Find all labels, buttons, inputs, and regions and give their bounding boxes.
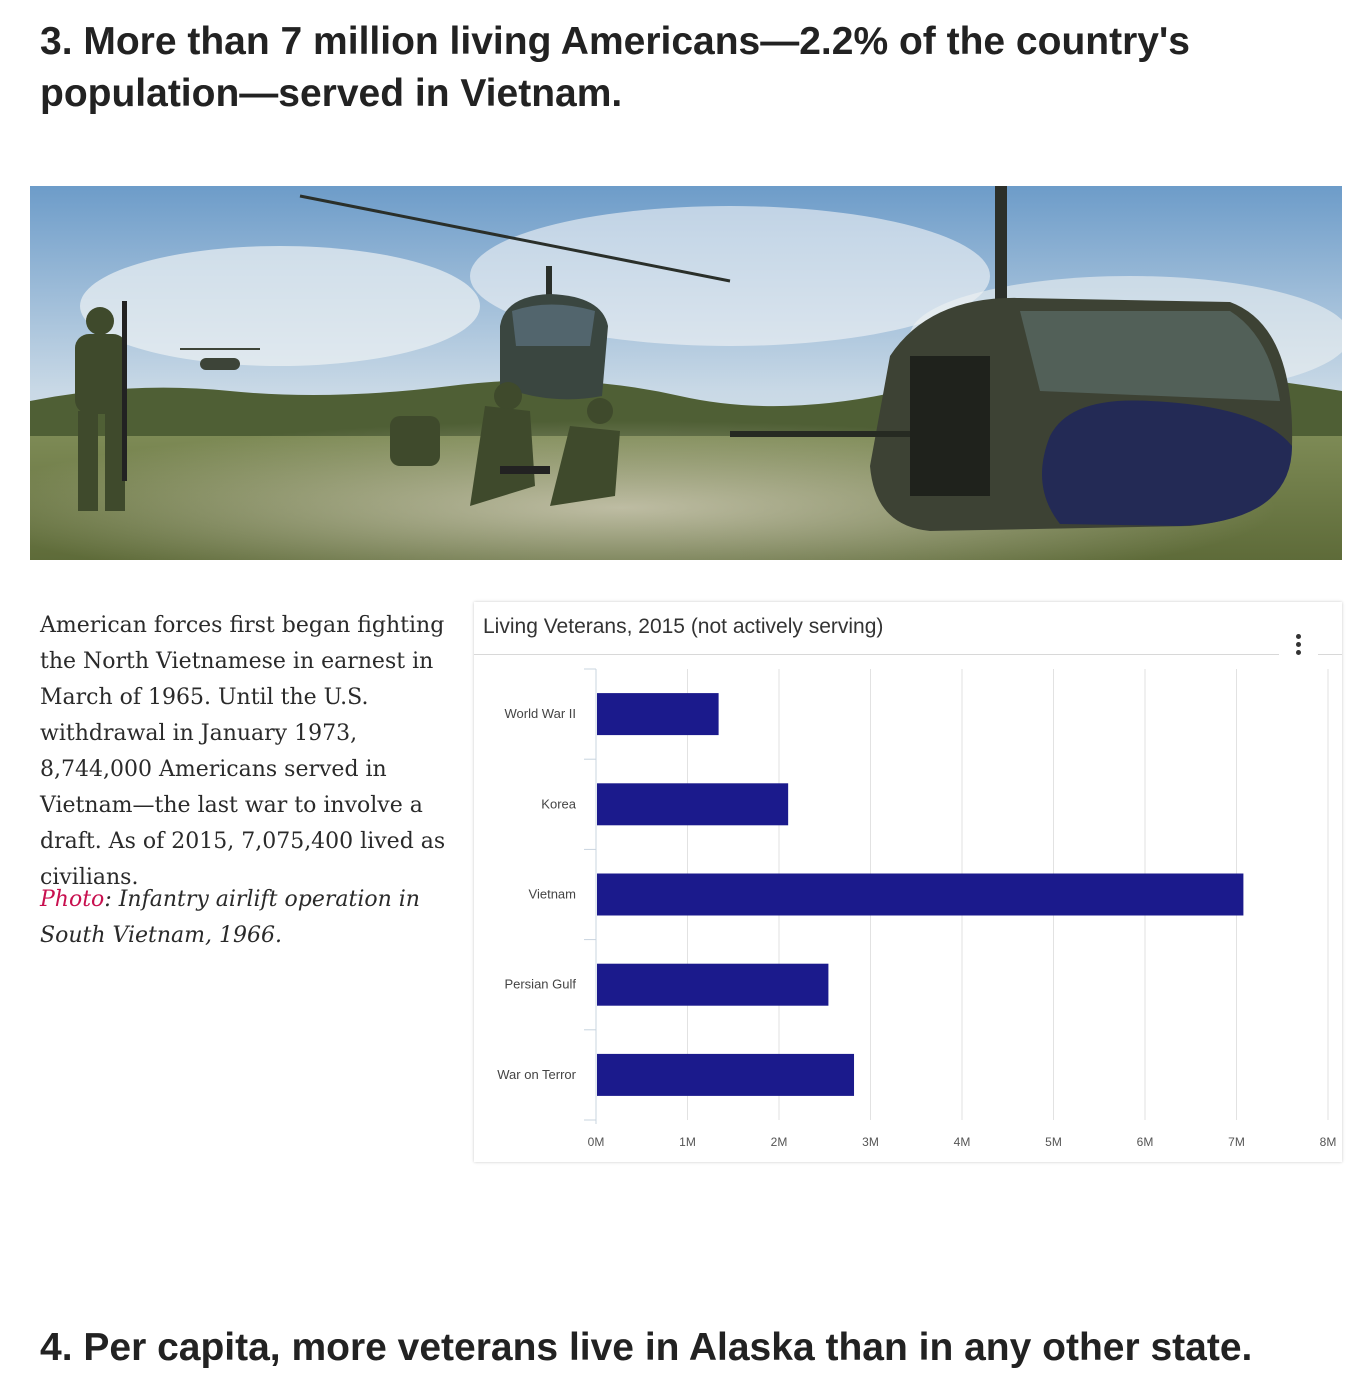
bar xyxy=(597,963,829,1006)
section-heading-3: 3. More than 7 million living Americans—… xyxy=(40,20,1190,115)
x-tick-label: 3M xyxy=(862,1135,879,1149)
chart-title-divider xyxy=(474,654,1279,655)
category-label: Persian Gulf xyxy=(504,977,576,992)
category-label: War on Terror xyxy=(497,1067,576,1082)
x-tick-label: 4M xyxy=(954,1135,971,1149)
section-heading-4: 4. Per capita, more veterans live in Ala… xyxy=(40,1326,1253,1369)
x-tick-label: 7M xyxy=(1228,1135,1245,1149)
photo-credit-link[interactable]: Photo xyxy=(40,887,105,912)
x-tick-label: 6M xyxy=(1137,1135,1154,1149)
vertical-ellipsis-icon-dot xyxy=(1296,642,1301,647)
x-tick-label: 0M xyxy=(588,1135,605,1149)
x-tick-label: 1M xyxy=(679,1135,696,1149)
vertical-ellipsis-icon-dot xyxy=(1296,650,1301,655)
living-veterans-chart: Living Veterans, 2015 (not actively serv… xyxy=(474,602,1342,1162)
photo-caption: Photo: Infantry airlift operation in Sou… xyxy=(40,882,450,954)
bar xyxy=(597,873,1244,916)
chart-title-divider-end xyxy=(1318,654,1342,655)
chart-title: Living Veterans, 2015 (not actively serv… xyxy=(483,615,884,638)
category-label: Vietnam xyxy=(529,887,576,902)
category-label: Korea xyxy=(541,796,576,811)
caption-text: : Infantry airlift operation in South Vi… xyxy=(40,887,420,948)
helicopter-photo xyxy=(30,186,1342,560)
bar xyxy=(597,693,719,736)
chart-plot: 0M 1M 2M 3M 4M 5M 6M 7M 8M World War II Korea Vietn… xyxy=(497,668,1337,1149)
x-tick-label: 5M xyxy=(1045,1135,1062,1149)
bar xyxy=(597,783,789,826)
article-paragraph: American forces first began fighting the… xyxy=(40,613,446,890)
chart-menu-button[interactable] xyxy=(1286,630,1310,662)
x-tick-label: 2M xyxy=(771,1135,788,1149)
x-tick-label: 8M xyxy=(1320,1135,1337,1149)
category-label: World War II xyxy=(504,706,576,721)
vertical-ellipsis-icon xyxy=(1296,634,1301,639)
bar xyxy=(597,1053,855,1096)
